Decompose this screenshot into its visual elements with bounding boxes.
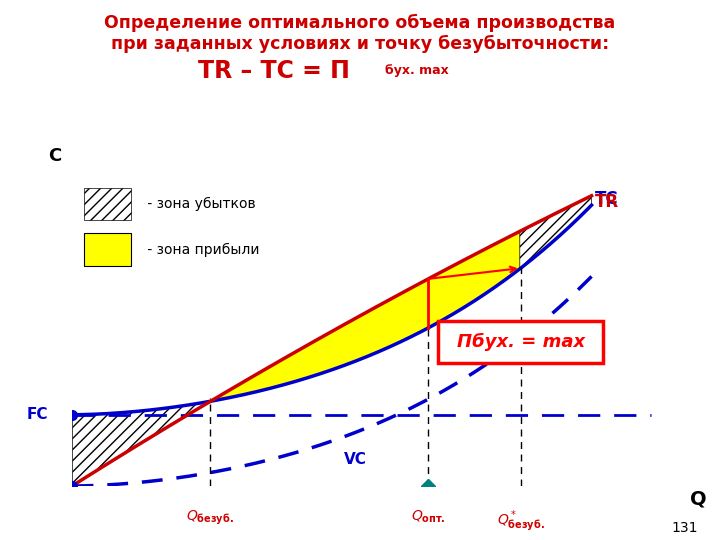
Text: $Q_{\mathbf{безуб.}}$: $Q_{\mathbf{безуб.}}$ <box>186 509 234 527</box>
Text: C: C <box>48 146 61 165</box>
Text: TR: TR <box>595 193 618 211</box>
Text: FC: FC <box>27 407 48 422</box>
Text: Πбух. = max: Πбух. = max <box>456 333 585 351</box>
Text: 131: 131 <box>672 521 698 535</box>
Text: $Q_{\mathbf{опт.}}$: $Q_{\mathbf{опт.}}$ <box>411 509 446 525</box>
Text: - зона убытков: - зона убытков <box>143 197 256 211</box>
Text: бух. max: бух. max <box>385 64 449 77</box>
Text: $Q^*_{\mathbf{безуб.}}$: $Q^*_{\mathbf{безуб.}}$ <box>497 509 544 534</box>
Text: Определение оптимального объема производства: Определение оптимального объема производ… <box>104 14 616 32</box>
Polygon shape <box>73 401 211 485</box>
Text: Q: Q <box>690 489 706 509</box>
Bar <box>438 321 603 363</box>
Polygon shape <box>209 230 522 402</box>
Text: - зона прибыли: - зона прибыли <box>143 242 259 256</box>
Text: VC: VC <box>344 452 366 467</box>
Text: TR – TC = Π: TR – TC = Π <box>198 59 349 83</box>
Text: TC: TC <box>595 190 618 208</box>
Bar <box>84 233 131 266</box>
Bar <box>84 188 131 220</box>
Polygon shape <box>520 195 592 269</box>
Text: при заданных условиях и точку безубыточности:: при заданных условиях и точку безубыточн… <box>111 35 609 53</box>
